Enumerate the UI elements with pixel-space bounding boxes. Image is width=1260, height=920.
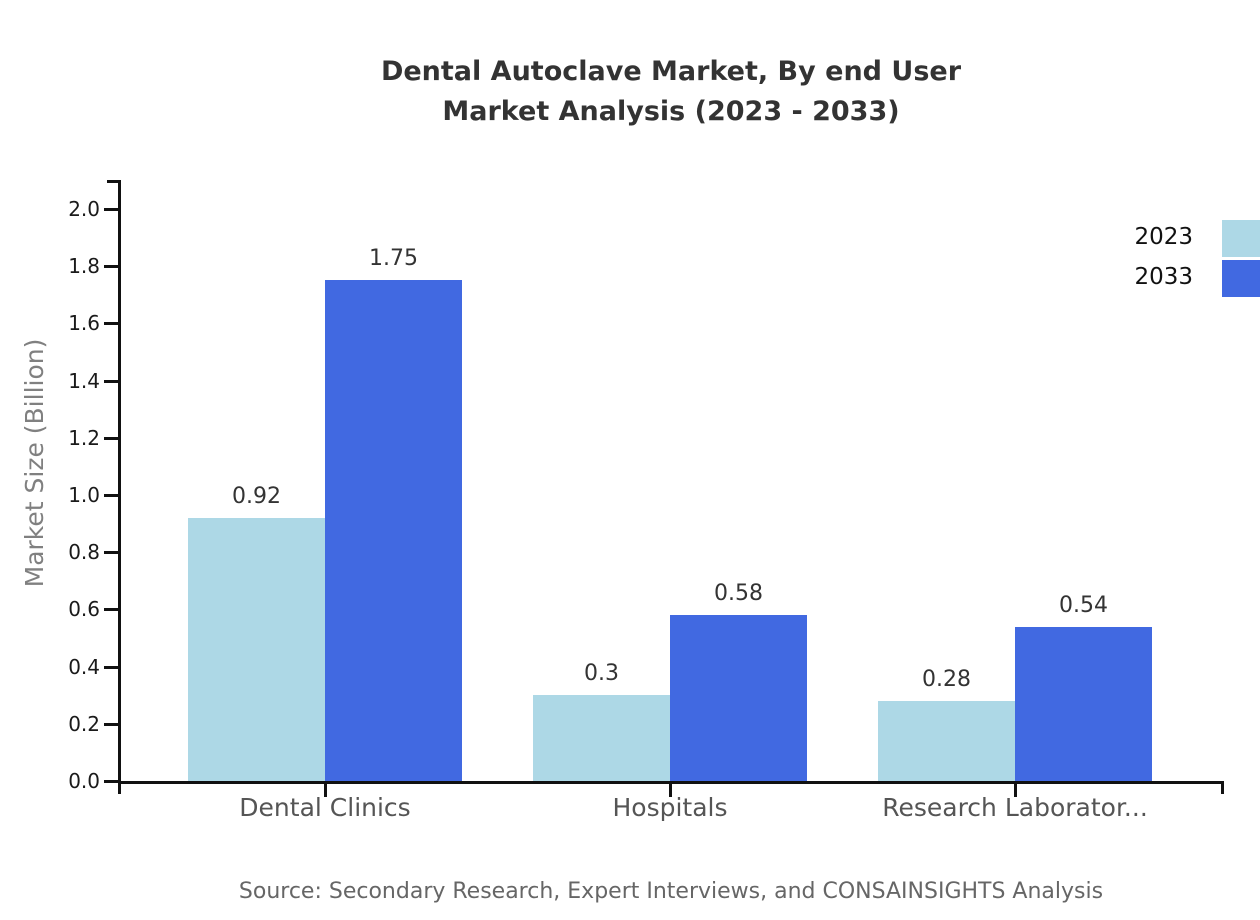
bar-value-label: 0.3 xyxy=(584,661,619,686)
bar-2033-0 xyxy=(325,280,462,781)
bar-2033-1 xyxy=(670,615,807,781)
x-tick-mark xyxy=(669,784,672,797)
y-tick-label: 2.0 xyxy=(68,197,100,221)
y-tick-label: 1.6 xyxy=(68,311,100,335)
chart-title: Dental Autoclave Market, By end User Mar… xyxy=(118,52,1224,132)
y-tick-mark xyxy=(104,780,118,783)
bar-2033-2 xyxy=(1015,627,1152,781)
legend-swatch-2023 xyxy=(1222,220,1260,257)
legend-swatch-2033 xyxy=(1222,260,1260,297)
bar-2023-1 xyxy=(533,695,670,781)
bar-value-label: 0.54 xyxy=(1059,593,1108,618)
chart-title-line2: Market Analysis (2023 - 2033) xyxy=(442,96,900,127)
y-tick-mark xyxy=(104,666,118,669)
source-note: Source: Secondary Research, Expert Inter… xyxy=(238,879,1104,904)
x-tick-mark xyxy=(324,784,327,797)
bar-value-label: 0.58 xyxy=(714,581,763,606)
y-tick-label: 0.0 xyxy=(68,769,100,793)
bar-2023-2 xyxy=(878,701,1015,781)
y-tick-label: 1.8 xyxy=(68,254,100,278)
y-tick-mark xyxy=(104,265,118,268)
y-tick-mark xyxy=(104,208,118,211)
y-tick-label: 0.4 xyxy=(68,655,100,679)
x-category-label-2: Research Laborator... xyxy=(882,793,1148,822)
x-tick-mark xyxy=(1014,784,1017,797)
y-tick-label: 1.4 xyxy=(68,369,100,393)
bar-value-label: 1.75 xyxy=(369,246,418,271)
y-tick-mark xyxy=(104,437,118,440)
y-axis-spine xyxy=(118,180,121,794)
bar-value-label: 0.92 xyxy=(232,484,281,509)
chart-title-line1: Dental Autoclave Market, By end User xyxy=(380,56,962,87)
y-tick-label: 1.0 xyxy=(68,483,100,507)
y-tick-mark xyxy=(104,608,118,611)
legend-label-2033: 2033 xyxy=(1134,264,1193,290)
bar-2023-0 xyxy=(188,518,325,781)
y-tick-mark xyxy=(104,494,118,497)
y-tick-mark xyxy=(104,723,118,726)
x-category-label-1: Hospitals xyxy=(612,793,728,822)
x-axis-end-cap xyxy=(1221,781,1224,794)
y-tick-label: 0.2 xyxy=(68,712,100,736)
y-tick-label: 0.8 xyxy=(68,540,100,564)
x-category-label-0: Dental Clinics xyxy=(239,793,411,822)
legend-label-2023: 2023 xyxy=(1134,224,1193,250)
y-tick-mark xyxy=(104,551,118,554)
y-tick-label: 0.6 xyxy=(68,597,100,621)
y-tick-mark xyxy=(104,322,118,325)
bar-value-label: 0.28 xyxy=(922,667,971,692)
x-axis-line xyxy=(118,781,1224,784)
y-tick-label: 1.2 xyxy=(68,426,100,450)
y-axis-top-cap xyxy=(107,180,118,183)
y-tick-mark xyxy=(104,380,118,383)
